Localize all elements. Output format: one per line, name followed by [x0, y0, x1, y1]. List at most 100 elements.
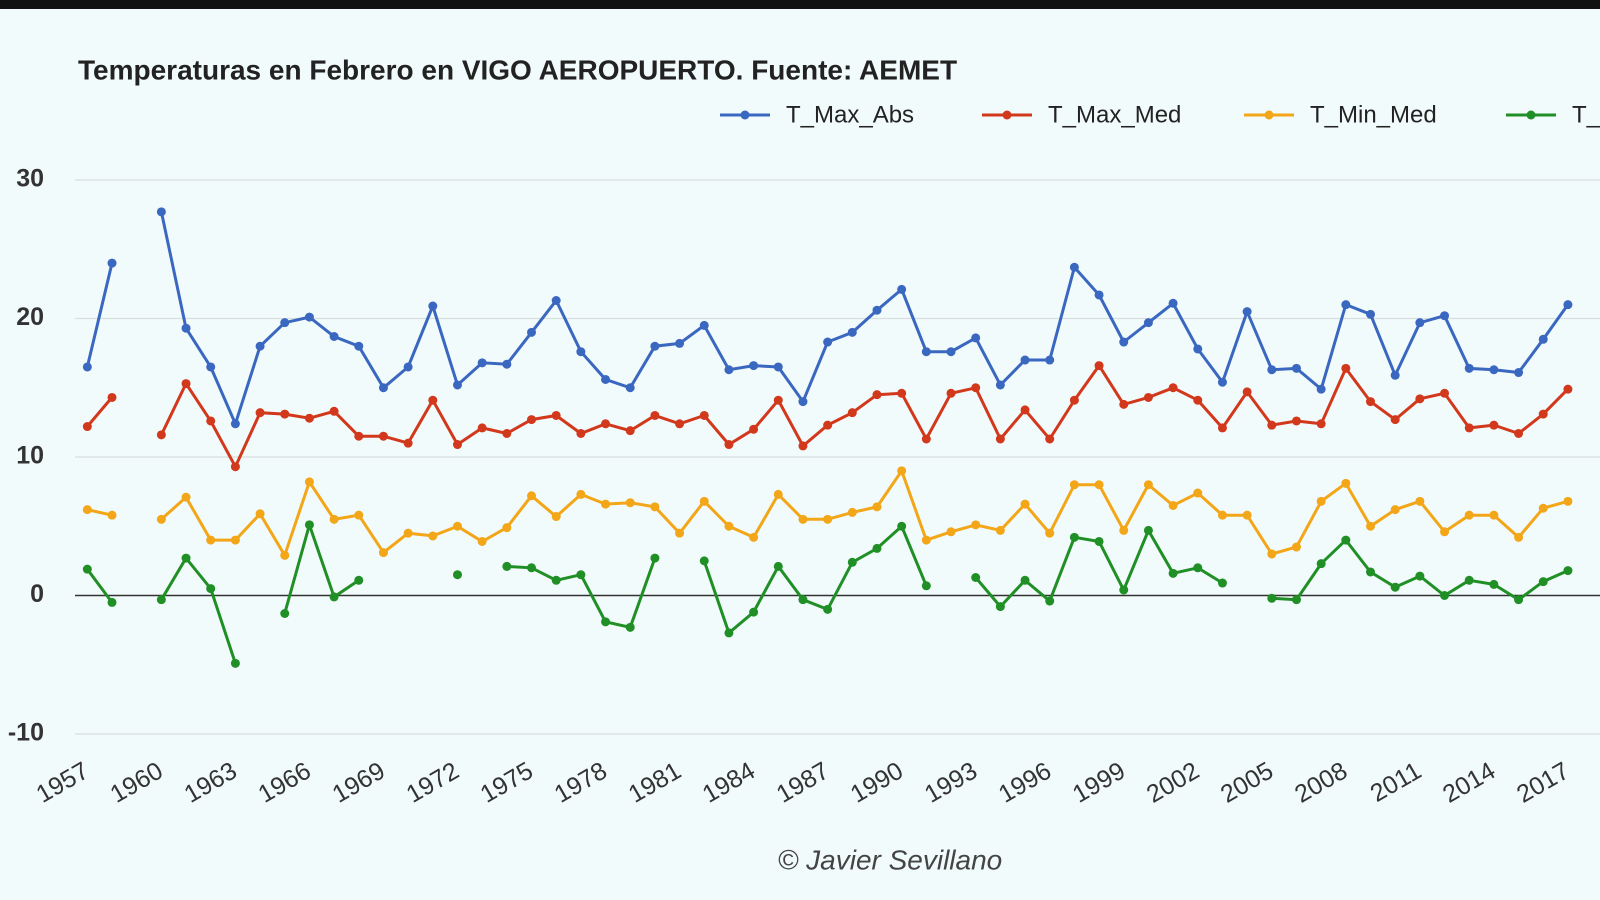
- data-point: [206, 584, 216, 594]
- data-point: [1415, 496, 1425, 506]
- data-point: [823, 337, 833, 347]
- data-point: [1316, 559, 1326, 569]
- data-point: [749, 532, 759, 542]
- data-point: [428, 531, 438, 541]
- legend-label: T_Max_Abs: [786, 101, 914, 128]
- data-point: [1316, 419, 1326, 429]
- data-point: [1267, 593, 1277, 603]
- legend-dot: [1002, 110, 1012, 120]
- data-point: [1143, 318, 1153, 328]
- data-point: [847, 507, 857, 517]
- series-line: [86, 519, 1569, 664]
- data-point: [946, 527, 956, 537]
- data-point: [527, 563, 537, 573]
- x-tick-label: 1963: [180, 757, 242, 809]
- data-point: [1415, 394, 1425, 404]
- data-point: [1267, 549, 1277, 559]
- data-point: [847, 327, 857, 337]
- data-point: [1464, 510, 1474, 520]
- data-point: [354, 510, 364, 520]
- data-point: [773, 395, 783, 405]
- data-point: [847, 408, 857, 418]
- x-tick-label: 1987: [772, 757, 834, 809]
- legend-dot: [1526, 110, 1536, 120]
- data-point: [798, 441, 808, 451]
- data-point: [1020, 405, 1030, 415]
- data-point: [1489, 420, 1499, 430]
- data-point: [650, 553, 660, 563]
- data-point: [576, 489, 586, 499]
- data-point: [699, 496, 709, 506]
- legend-dot: [740, 110, 750, 120]
- data-point: [995, 525, 1005, 535]
- data-point: [650, 502, 660, 512]
- legend-label: T_Max_Med: [1048, 101, 1181, 128]
- data-point: [1020, 499, 1030, 509]
- data-point: [1489, 365, 1499, 375]
- data-point: [82, 564, 92, 574]
- x-tick-label: 1984: [698, 757, 760, 809]
- data-point: [675, 528, 685, 538]
- data-point: [1514, 595, 1524, 605]
- data-point: [1143, 480, 1153, 490]
- data-point: [1514, 428, 1524, 438]
- data-point: [230, 658, 240, 668]
- data-point: [897, 388, 907, 398]
- data-point: [280, 409, 290, 419]
- data-point: [1094, 536, 1104, 546]
- data-point: [502, 561, 512, 571]
- data-point: [971, 520, 981, 530]
- data-point: [206, 416, 216, 426]
- data-point: [601, 374, 611, 384]
- data-point: [625, 383, 635, 393]
- data-point: [749, 361, 759, 371]
- data-point: [1193, 488, 1203, 498]
- data-point: [1390, 582, 1400, 592]
- data-point: [946, 347, 956, 357]
- data-point: [823, 514, 833, 524]
- data-point: [921, 434, 931, 444]
- data-point: [995, 434, 1005, 444]
- data-point: [1538, 334, 1548, 344]
- data-point: [502, 523, 512, 533]
- data-point: [551, 295, 561, 305]
- series-line: [85, 211, 1570, 429]
- data-point: [1464, 423, 1474, 433]
- data-point: [1464, 575, 1474, 585]
- data-point: [1291, 363, 1301, 373]
- data-point: [551, 575, 561, 585]
- data-point: [1119, 399, 1129, 409]
- data-point: [1538, 409, 1548, 419]
- data-point: [1366, 309, 1376, 319]
- data-point: [403, 438, 413, 448]
- data-point: [576, 570, 586, 580]
- data-point: [1316, 496, 1326, 506]
- data-point: [1069, 395, 1079, 405]
- data-point: [1045, 355, 1055, 365]
- series-line: [86, 362, 1569, 471]
- data-point: [1341, 300, 1351, 310]
- data-point: [1020, 355, 1030, 365]
- data-point: [280, 318, 290, 328]
- x-tick-label: 2017: [1512, 757, 1574, 809]
- data-point: [428, 395, 438, 405]
- data-point: [1489, 579, 1499, 589]
- data-point: [921, 535, 931, 545]
- data-point: [1366, 521, 1376, 531]
- data-point: [452, 570, 462, 580]
- data-point: [1563, 566, 1573, 576]
- data-point: [1045, 596, 1055, 606]
- data-point: [181, 492, 191, 502]
- data-point: [354, 431, 364, 441]
- data-point: [304, 477, 314, 487]
- legend-label: T_Min_Abs: [1572, 101, 1600, 128]
- data-point: [1143, 525, 1153, 535]
- data-point: [527, 415, 537, 425]
- data-point: [1267, 420, 1277, 430]
- data-point: [107, 392, 117, 402]
- data-point: [1341, 363, 1351, 373]
- data-point: [1563, 384, 1573, 394]
- credit: © Javier Sevillano: [778, 844, 1003, 875]
- data-point: [230, 419, 240, 429]
